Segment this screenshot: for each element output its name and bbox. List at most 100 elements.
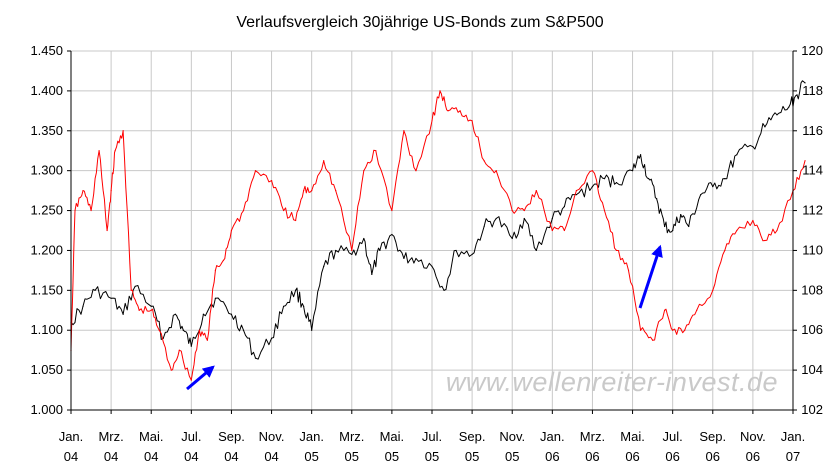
data-point — [511, 237, 513, 240]
data-point — [712, 289, 714, 291]
data-point — [656, 197, 658, 200]
data-point — [282, 305, 285, 307]
x-tick-label-month: Jan. — [781, 429, 806, 444]
x-tick-label-month: Sep. — [218, 429, 245, 444]
data-point — [523, 209, 525, 212]
data-point — [158, 329, 160, 331]
x-tick-label-month: Nov. — [499, 429, 525, 444]
data-point — [295, 289, 297, 291]
data-point — [363, 237, 365, 240]
data-point — [603, 178, 606, 180]
y-left-tick-label: 1.000 — [30, 402, 63, 417]
x-tick-label-month: Mai. — [620, 429, 645, 444]
x-tick-label-month: Jul. — [663, 429, 683, 444]
data-point — [639, 154, 642, 156]
x-tick-label-year: 04 — [224, 449, 238, 464]
data-point — [459, 110, 461, 112]
data-point — [696, 309, 698, 311]
data-point — [403, 257, 405, 260]
x-tick-label-month: Nov. — [740, 429, 766, 444]
data-point — [535, 190, 537, 192]
arrow-layer — [186, 244, 663, 391]
x-tick-label-year: 05 — [505, 449, 519, 464]
data-point — [603, 209, 606, 212]
tick-layer: 1.000 1.050 1.100 1.150 1.200 1.250 1.300 1.350… — [30, 43, 823, 464]
data-point — [764, 126, 766, 128]
x-tick-label-month: Jan. — [299, 429, 324, 444]
x-tick-label-month: Jul. — [422, 429, 442, 444]
data-point — [323, 265, 325, 267]
data-point — [483, 225, 485, 228]
chart-title: Verlaufsvergleich 30jährige US-Bonds zum… — [236, 14, 603, 31]
data-point — [98, 150, 100, 152]
x-tick-label-year: 04 — [184, 449, 198, 464]
data-point — [471, 120, 473, 122]
data-point — [214, 297, 216, 299]
data-point — [684, 329, 686, 331]
y-right-tick-label: 118 — [802, 83, 823, 98]
data-point — [523, 217, 525, 220]
x-tick-label-year: 05 — [465, 449, 479, 464]
data-point — [680, 213, 682, 216]
data-point — [391, 233, 393, 236]
x-tick-label-year: 04 — [144, 449, 158, 464]
y-right-tick-label: 104 — [801, 362, 823, 377]
data-point — [804, 160, 806, 162]
data-point — [190, 379, 192, 381]
data-point — [551, 217, 553, 220]
data-point — [724, 249, 726, 252]
data-point — [150, 305, 152, 307]
x-tick-label-month: Sep. — [699, 429, 726, 444]
data-point — [282, 209, 285, 212]
data-point — [134, 285, 136, 287]
y-right-tick-label: 120 — [801, 43, 823, 58]
data-point — [788, 106, 790, 108]
x-tick-label-year: 04 — [64, 449, 78, 464]
data-point — [190, 345, 192, 347]
data-point — [371, 273, 373, 275]
data-point — [311, 329, 313, 331]
data-point — [82, 305, 84, 307]
data-point — [439, 90, 441, 92]
data-point — [431, 265, 433, 267]
x-tick-label-year: 04 — [104, 449, 118, 464]
x-tick-label-year: 06 — [746, 449, 760, 464]
data-point — [615, 249, 618, 252]
x-tick-label-month: Jan. — [59, 429, 84, 444]
data-point — [495, 217, 497, 220]
data-point — [415, 170, 417, 172]
y-left-tick-label: 1.450 — [30, 43, 63, 58]
data-point — [535, 249, 537, 252]
data-point — [776, 229, 778, 232]
data-point — [672, 329, 674, 331]
data-point — [323, 160, 325, 162]
data-point — [631, 170, 634, 172]
x-tick-label-year: 06 — [625, 449, 639, 464]
data-point — [724, 178, 726, 180]
x-tick-label-year: 07 — [786, 449, 800, 464]
y-left-tick-label: 1.300 — [30, 163, 63, 178]
data-point — [242, 329, 245, 331]
data-point — [664, 225, 666, 228]
data-point — [335, 249, 337, 252]
data-point — [351, 253, 353, 256]
x-tick-label-month: Sep. — [459, 429, 486, 444]
data-point — [230, 313, 233, 315]
y-right-tick-label: 102 — [801, 402, 823, 417]
data-point — [615, 182, 618, 184]
series-layer — [70, 80, 806, 381]
y-left-tick-label: 1.100 — [30, 322, 63, 337]
data-point — [242, 209, 245, 212]
data-point — [94, 289, 96, 291]
data-point — [712, 186, 714, 188]
data-point — [455, 249, 457, 252]
x-tick-label-month: Mrz. — [580, 429, 605, 444]
data-point — [752, 219, 754, 222]
data-point — [178, 349, 180, 351]
y-right-tick-label: 110 — [802, 242, 823, 257]
data-point — [796, 94, 798, 96]
y-left-tick-label: 1.400 — [30, 83, 63, 98]
y-right-tick-label: 114 — [802, 163, 823, 178]
data-point — [110, 297, 112, 299]
x-tick-label-year: 05 — [304, 449, 318, 464]
